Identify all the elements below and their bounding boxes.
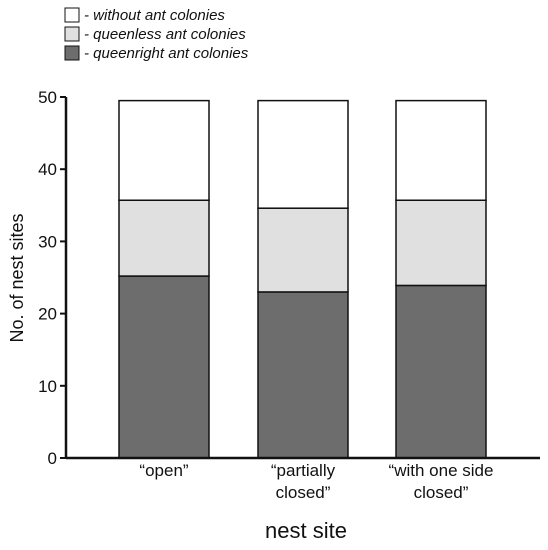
legend-swatch [64, 26, 80, 42]
y-tick-label: 40 [38, 160, 57, 179]
y-tick-label: 10 [38, 377, 57, 396]
y-tick-label: 30 [38, 232, 57, 251]
legend-label: - without ant colonies [84, 7, 225, 24]
legend-swatch [64, 7, 80, 23]
y-axis-title: No. of nest sites [7, 213, 27, 342]
bar-segment [395, 199, 487, 287]
x-category-label: “partially [271, 461, 336, 480]
x-category-label: “with one side [389, 461, 494, 480]
bar-segment [118, 99, 210, 201]
bar-segment [257, 291, 349, 459]
x-category-label: closed” [276, 483, 331, 502]
bar-segment [118, 199, 210, 277]
legend-label: - queenless ant colonies [84, 26, 246, 43]
bar-segment [118, 275, 210, 459]
x-category-label: “open” [139, 461, 188, 480]
bars-group [118, 99, 487, 459]
legend-swatch [64, 45, 80, 61]
x-category-label: closed” [414, 483, 469, 502]
y-tick-label: 50 [38, 88, 57, 107]
y-ticks-group: 0 10 20 30 40 50 [38, 88, 66, 468]
legend-label: - queenright ant colonies [84, 45, 249, 62]
bar-segment [395, 99, 487, 201]
x-axis-title: nest site [265, 518, 347, 543]
x-category-labels: “open” “partially closed” “with one side clo… [139, 461, 493, 502]
bar-segment [395, 284, 487, 459]
legend: - without ant colonies - queenless ant co… [64, 7, 249, 62]
bar-segment [257, 207, 349, 293]
y-tick-label: 20 [38, 305, 57, 324]
axes-group [64, 97, 540, 460]
y-tick-label: 0 [48, 449, 57, 468]
bar-segment [257, 99, 349, 209]
